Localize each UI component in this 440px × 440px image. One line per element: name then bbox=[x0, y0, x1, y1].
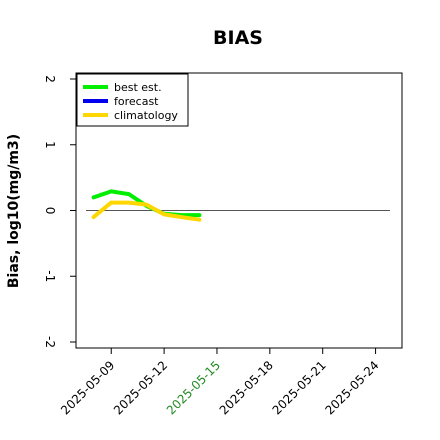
y-tick-label: 2 bbox=[43, 75, 57, 83]
x-tick-label: 2025-05-09 bbox=[58, 358, 117, 417]
legend-label: climatology bbox=[114, 109, 178, 122]
chart-title: BIAS bbox=[213, 27, 263, 49]
x-tick-label: 2025-05-24 bbox=[322, 358, 381, 417]
x-tick-label: 2025-05-12 bbox=[111, 358, 170, 417]
legend-label: forecast bbox=[114, 95, 159, 108]
legend-label: best est. bbox=[114, 81, 162, 94]
y-tick-label: -2 bbox=[43, 336, 57, 348]
y-tick-label: 1 bbox=[43, 141, 57, 149]
x-tick-label: 2025-05-15 bbox=[164, 358, 223, 417]
y-axis-label: Bias, log10(mg/m3) bbox=[6, 134, 22, 288]
x-tick-label: 2025-05-21 bbox=[270, 358, 329, 417]
x-tick-label: 2025-05-18 bbox=[217, 358, 276, 417]
series-line-climatology bbox=[91, 200, 202, 222]
y-tick-label: -1 bbox=[43, 270, 57, 282]
y-tick-label: 0 bbox=[43, 207, 57, 215]
